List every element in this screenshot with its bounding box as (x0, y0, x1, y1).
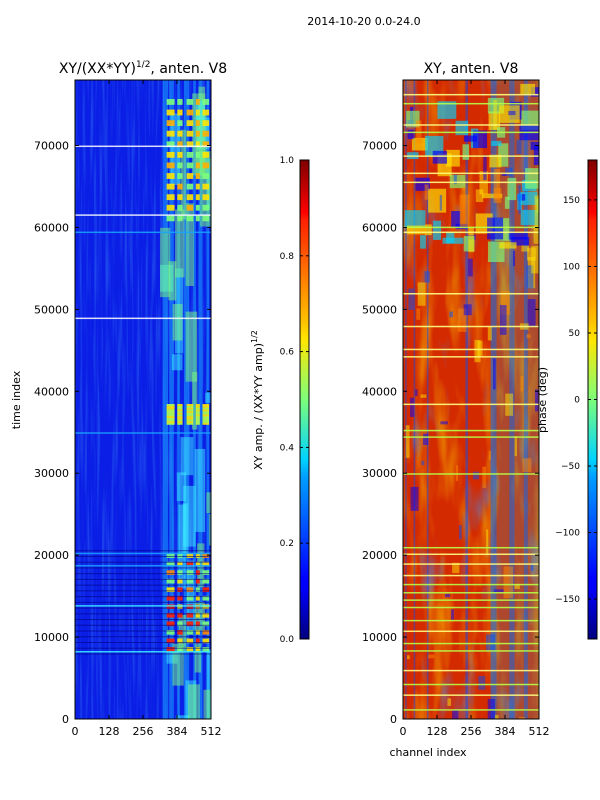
amp-ytick-label: 60000 (34, 221, 69, 234)
phase-colorbar: −150 −100 −50 0 50 100 150 phase (deg) (536, 159, 598, 640)
phase-ytick-label: 20000 (362, 549, 397, 562)
amp-ytick-label: 30000 (34, 467, 69, 480)
phase-ytick-label: 70000 (362, 140, 397, 153)
amp-colorbar-tick-label: 0.0 (280, 635, 295, 645)
phase-xtick-label: 128 (427, 725, 448, 738)
phase-ytick-label: 40000 (362, 385, 397, 398)
amp-ytick-label: 0 (62, 713, 69, 726)
phase-xtick-label: 512 (529, 725, 550, 738)
phase-ytick-label: 10000 (362, 631, 397, 644)
amplitude-colorbar-label: XY amp. / (XX*YY amp)1/2 (250, 330, 265, 470)
phase-xtick-label: 256 (461, 725, 482, 738)
phase-colorbar-tick-label: −150 (555, 595, 580, 605)
phase-heatmap (403, 80, 539, 719)
amplitude-heatmap (75, 80, 211, 719)
amp-ytick-label: 70000 (34, 140, 69, 153)
figure-suptitle: 2014-10-20 0.0-24.0 (307, 15, 420, 28)
amp-xtick-label: 384 (167, 725, 188, 738)
phase-xtick-label: 0 (400, 725, 407, 738)
amp-colorbar-tick-label: 1.0 (280, 156, 295, 166)
phase-colorbar-tick-label: −50 (561, 462, 580, 472)
phase-colorbar-tick-label: 0 (574, 396, 580, 406)
phase-ytick-label: 50000 (362, 303, 397, 316)
amp-ytick-label: 10000 (34, 631, 69, 644)
amp-xtick-label: 256 (133, 725, 154, 738)
phase-colorbar-tick-label: 50 (569, 329, 581, 339)
phase-xlabel: channel index (389, 746, 467, 759)
phase-ytick-label: 60000 (362, 221, 397, 234)
amp-ytick-label: 20000 (34, 549, 69, 562)
phase-colorbar-label: phase (deg) (536, 367, 549, 433)
amplitude-ylabel: time index (10, 370, 23, 429)
phase-colorbar-tick-label: 150 (563, 196, 580, 206)
amp-xtick-label: 0 (72, 725, 79, 738)
amp-xtick-label: 512 (201, 725, 222, 738)
phase-colorbar-tick-label: −100 (555, 529, 580, 539)
amp-colorbar-tick-label: 0.2 (280, 539, 294, 549)
phase-title: XY, anten. V8 (424, 61, 519, 77)
amplitude-title: XY/(XX*YY)1/2, anten. V8 (59, 60, 227, 77)
phase-panel: XY, anten. V8 0 128 256 384 512 0 10000 20000 30… (362, 61, 550, 759)
amplitude-colorbar-gradient (299, 159, 310, 640)
amplitude-colorbar: 0.0 0.2 0.4 0.6 0.8 1.0 XY amp. / (XX*YY amp)… (250, 156, 310, 645)
phase-xtick-label: 384 (495, 725, 516, 738)
phase-ytick-label: 0 (390, 713, 397, 726)
amp-colorbar-tick-label: 0.6 (280, 348, 295, 358)
amp-colorbar-tick-label: 0.8 (280, 252, 295, 262)
amp-ytick-label: 40000 (34, 385, 69, 398)
amplitude-panel: XY/(XX*YY)1/2, anten. V8 0 128 256 384 512 0 1… (10, 60, 227, 738)
amp-ytick-label: 50000 (34, 303, 69, 316)
phase-ytick-label: 30000 (362, 467, 397, 480)
phase-colorbar-tick-label: 100 (563, 262, 580, 272)
amp-xtick-label: 128 (99, 725, 120, 738)
amp-colorbar-tick-label: 0.4 (280, 443, 295, 453)
